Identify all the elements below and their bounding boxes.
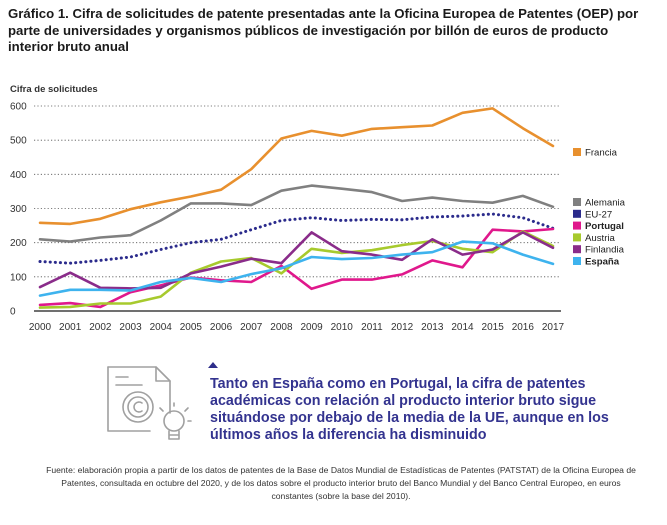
legend-label: Alemania [585,198,626,209]
series-line-españa [38,240,555,297]
series-line-portugal [38,227,555,309]
y-tick-label: 100 [10,272,27,283]
x-tick-label: 2016 [512,322,535,333]
y-axis-label: Cifra de solicitudes [10,84,98,95]
callout-marker-icon [208,362,218,368]
x-tick-label: 2002 [89,322,112,333]
x-tick-label: 2007 [240,322,263,333]
series-line-eu-27 [38,212,555,265]
legend-swatch [573,148,581,156]
series-lines [38,107,555,309]
x-tick-label: 2001 [59,322,82,333]
x-tick-label: 2009 [300,322,323,333]
y-tick-label: 200 [10,238,27,249]
x-tick-label: 2017 [542,322,565,333]
legend-swatch [573,257,581,265]
legend-swatch [573,245,581,254]
legend-label: Finlandia [585,245,625,256]
x-tick-label: 2000 [29,322,52,333]
x-tick-label: 2005 [180,322,203,333]
legend-label: EU-27 [585,209,612,220]
y-tick-label: 400 [10,170,27,181]
y-tick-label: 0 [10,307,16,318]
chart-title: Gráfico 1. Cifra de solicitudes de paten… [8,6,639,54]
x-tick-label: 2008 [270,322,293,333]
legend-label: España [585,257,620,268]
callout-text: Tanto en España como en Portugal, la cif… [210,376,609,443]
series-line-austria [38,230,555,309]
patent-document-icon [102,359,194,450]
legend-label: Francia [585,148,618,159]
x-tick-label: 2015 [482,322,505,333]
x-tick-label: 2014 [451,322,474,333]
x-tick-label: 2003 [119,322,142,333]
x-tick-label: 2004 [150,322,173,333]
y-axis: 0 100 200 300 400 500 600 [10,102,27,318]
source-note: Fuente: elaboración propia a partir de l… [46,465,636,501]
legend: Francia AlemaniaEU-27PortugalAustriaFinla… [573,148,626,268]
gridlines [34,105,561,312]
series-line-francia [38,107,555,226]
series-line-finlandia [38,231,555,290]
x-tick-label: 2010 [331,322,354,333]
line-chart: 0 100 200 300 400 500 600 2000 2001 2002 2003 2004… [10,84,626,333]
legend-swatch [573,209,581,218]
legend-swatch [573,221,581,230]
legend-swatch [573,198,581,206]
legend-swatch [573,233,581,242]
y-tick-label: 300 [10,204,27,215]
x-axis: 2000 2001 2002 2003 2004 2005 2006 2007 2008 2009… [29,322,565,333]
x-tick-label: 2006 [210,322,233,333]
legend-label: Austria [585,233,616,244]
x-tick-label: 2012 [391,322,414,333]
x-tick-label: 2013 [421,322,444,333]
y-tick-label: 500 [10,136,27,147]
x-tick-label: 2011 [361,322,383,333]
legend-label: Portugal [585,221,624,232]
series-line-alemania [38,184,555,243]
y-tick-label: 600 [10,102,27,113]
